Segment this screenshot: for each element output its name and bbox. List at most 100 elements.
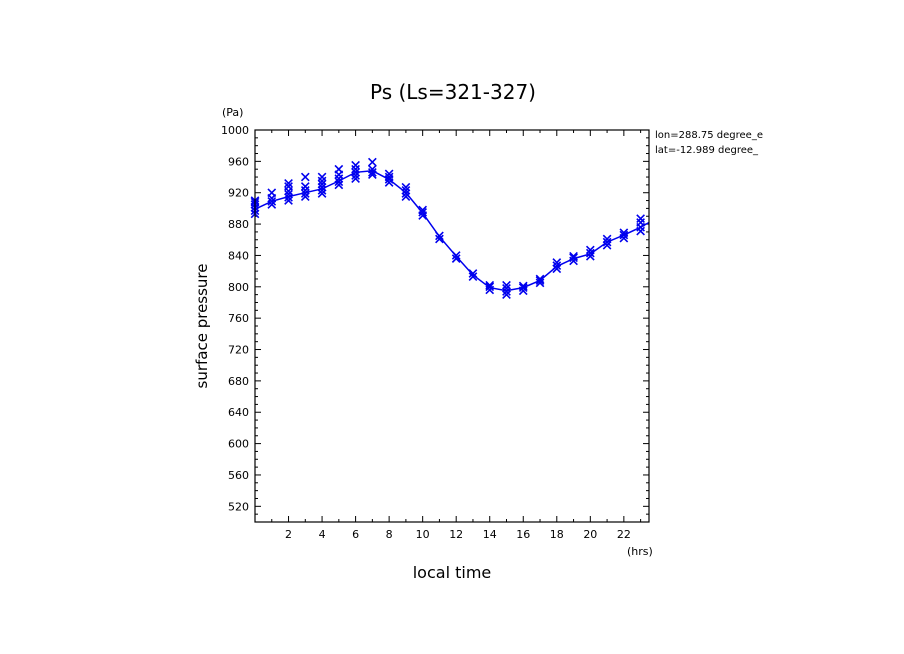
data-point-x-marker: [552, 264, 562, 274]
annotation-clip: [781, 125, 841, 160]
data-point-x-marker: [535, 274, 545, 284]
data-point-x-marker: [317, 186, 327, 195]
x-tick-label: 8: [386, 528, 393, 541]
y-tick-label: 1000: [221, 124, 249, 137]
data-point-x-marker: [300, 182, 310, 191]
data-point-x-marker: [569, 253, 578, 263]
y-tick-label: 640: [228, 406, 249, 419]
data-point-x-marker: [351, 167, 360, 177]
data-point-x-marker: [636, 226, 645, 236]
data-point-x-marker: [602, 237, 612, 247]
x-tick-label: 4: [319, 528, 326, 541]
data-point-x-marker: [502, 284, 511, 293]
data-point-x-marker: [535, 276, 545, 285]
data-point-x-marker: [334, 174, 344, 183]
x-tick-label: 16: [516, 528, 530, 541]
data-point-x-marker: [619, 228, 629, 238]
data-point-x-marker: [468, 269, 478, 278]
data-point-x-marker: [636, 214, 645, 223]
data-point-x-marker: [401, 189, 411, 198]
data-point-x-marker: [334, 164, 344, 174]
data-point-x-marker: [317, 179, 327, 189]
data-point-x-marker: [317, 172, 327, 182]
data-point-x-marker: [284, 189, 293, 199]
data-point-x-marker: [300, 189, 310, 198]
x-tick-label: 22: [617, 528, 631, 541]
data-point-x-marker: [351, 164, 360, 174]
x-tick-label: 12: [449, 528, 463, 541]
data-point-x-marker: [418, 205, 428, 215]
data-point-x-marker: [317, 189, 327, 198]
y-tick-label: 880: [228, 218, 249, 231]
data-point-x-marker: [502, 287, 511, 296]
x-axis-title: local time: [413, 563, 492, 582]
data-point-x-marker: [317, 182, 327, 192]
x-tick-label: 6: [352, 528, 359, 541]
x-tick-label: 14: [483, 528, 497, 541]
data-point-x-marker: [351, 171, 360, 180]
data-point-x-marker: [267, 200, 277, 209]
data-point-x-marker: [401, 186, 411, 195]
data-point-x-marker: [367, 157, 377, 167]
data-point-x-marker: [367, 167, 377, 177]
data-point-x-marker: [384, 169, 394, 179]
data-point-x-marker: [300, 172, 310, 182]
series-line: [254, 170, 650, 292]
data-point-x-marker: [418, 207, 428, 217]
annotation-lon: lon=288.75 degree_e: [655, 130, 763, 141]
data-point-x-marker: [451, 251, 461, 260]
data-point-x-marker: [552, 258, 562, 267]
y-tick-label: 760: [228, 312, 249, 325]
data-point-x-marker: [468, 272, 478, 281]
y-tick-label: 600: [228, 438, 249, 451]
plot-frame: [254, 129, 650, 523]
data-point-x-marker: [518, 283, 528, 292]
annotation-lat: lat=-12.989 degree_: [655, 145, 759, 156]
data-point-x-marker: [585, 248, 595, 258]
data-point-x-marker: [351, 174, 360, 183]
data-point-x-marker: [619, 230, 629, 240]
data-point-x-marker: [401, 182, 411, 192]
data-point-x-marker: [636, 218, 645, 227]
data-point-x-marker: [518, 281, 528, 291]
y-tick-label: 720: [228, 344, 249, 357]
data-point-x-marker: [401, 192, 411, 202]
data-point-x-marker: [435, 231, 444, 241]
x-unit-label: (hrs): [627, 545, 653, 558]
plot-area: [250, 157, 650, 300]
data-point-x-marker: [367, 164, 377, 174]
data-point-x-marker: [317, 176, 327, 186]
x-tick-label: 20: [583, 528, 597, 541]
y-tick-label: 920: [228, 187, 249, 200]
y-tick-label: 960: [228, 155, 249, 168]
y-unit-label: (Pa): [222, 106, 243, 119]
data-point-x-marker: [485, 280, 495, 290]
data-point-x-marker: [384, 172, 394, 182]
data-point-x-marker: [284, 178, 293, 188]
data-point-x-marker: [334, 177, 344, 187]
data-point-x-marker: [300, 192, 310, 202]
data-point-x-marker: [284, 193, 293, 202]
data-point-x-marker: [585, 251, 595, 261]
data-point-x-marker: [602, 240, 612, 250]
data-point-x-marker: [451, 254, 461, 263]
data-point-x-marker: [502, 280, 511, 290]
data-point-x-marker: [267, 188, 277, 198]
data-point-x-marker: [435, 234, 444, 244]
data-point-x-marker: [552, 261, 562, 270]
data-point-x-marker: [284, 196, 293, 205]
x-tick-label: 18: [550, 528, 564, 541]
y-tick-label: 520: [228, 500, 249, 513]
y-axis-title: surface pressure: [193, 264, 211, 389]
data-point-x-marker: [502, 290, 511, 300]
data-point-x-marker: [535, 278, 545, 288]
data-point-x-marker: [602, 234, 612, 244]
y-tick-label: 680: [228, 375, 249, 388]
data-point-x-marker: [267, 196, 277, 206]
y-tick-label: 800: [228, 281, 249, 294]
data-point-x-marker: [351, 160, 360, 170]
x-tick-label: 2: [285, 528, 292, 541]
data-point-x-marker: [284, 182, 293, 191]
data-point-x-marker: [334, 180, 344, 190]
